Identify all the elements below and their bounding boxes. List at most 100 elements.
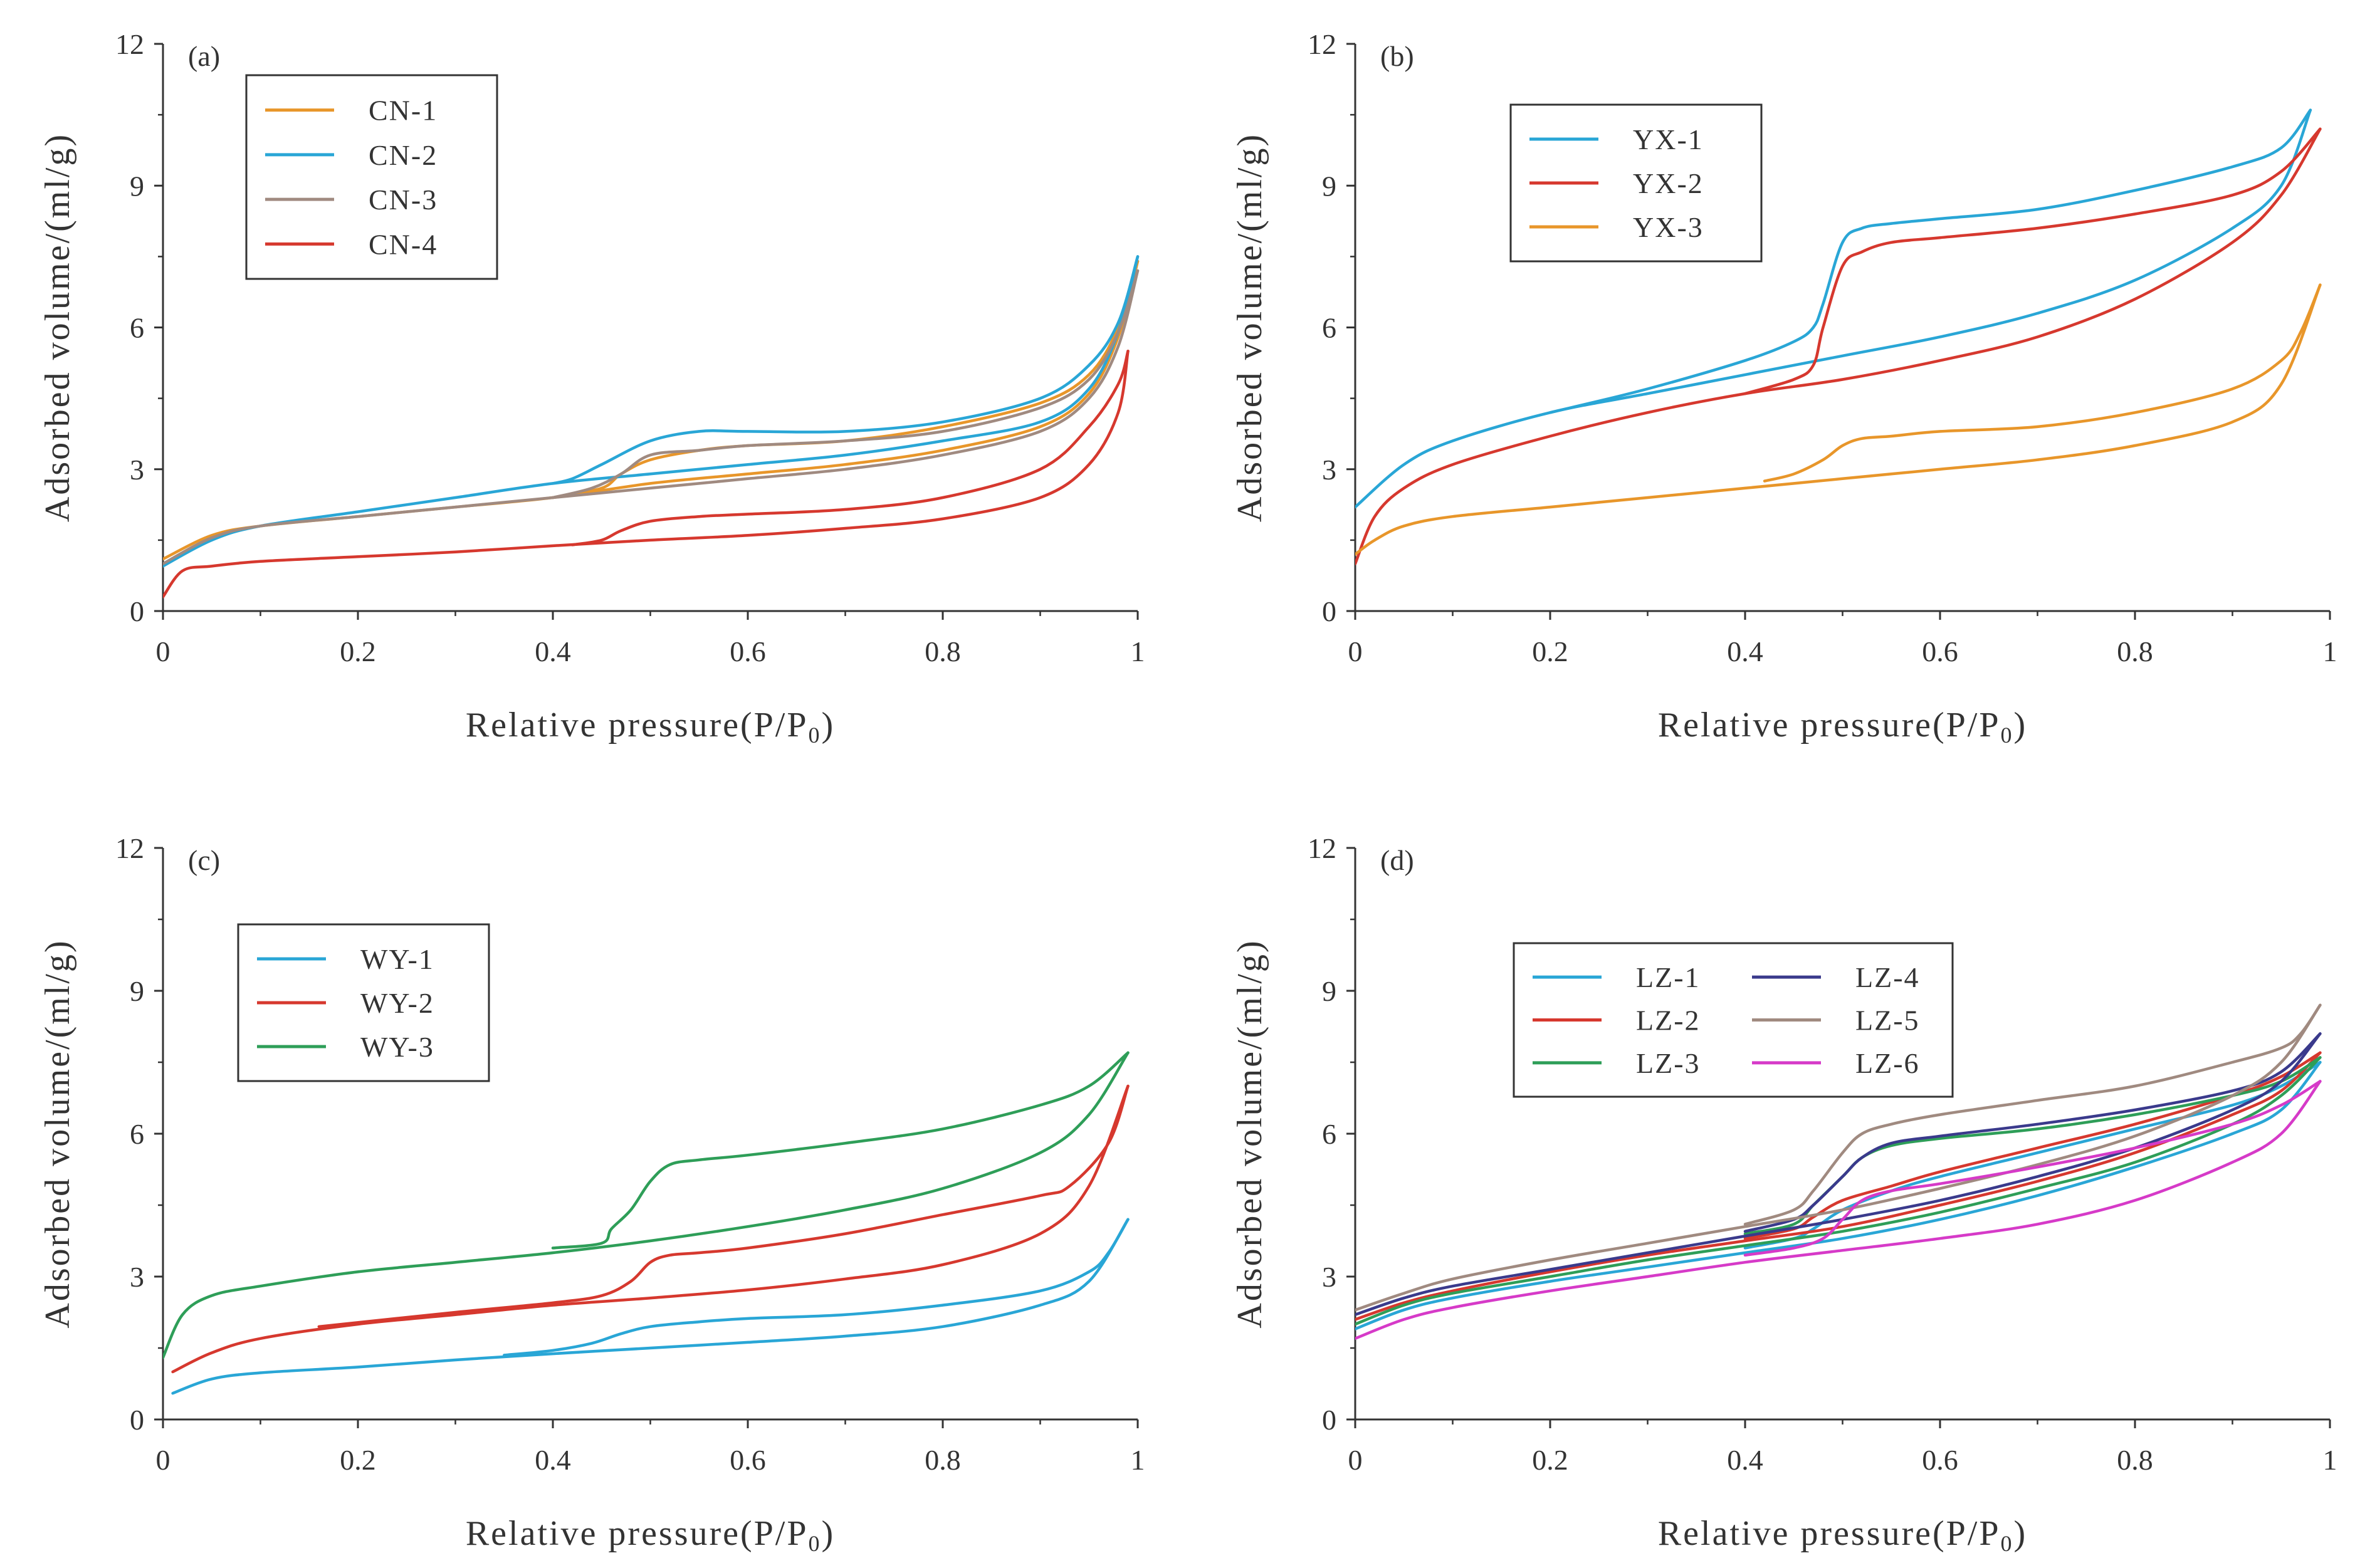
x-axis-title: Relative pressure(P/P0) <box>466 1514 835 1556</box>
y-tick-label: 6 <box>130 1118 144 1150</box>
series-wy-2-adsorption-line <box>171 1084 1130 1374</box>
series-yx-3-desorption-line <box>1763 283 2322 483</box>
plot-area <box>1355 108 2322 565</box>
legend: LZ-1 LZ-2 LZ-3 LZ-4 LZ-5 LZ-6 <box>1513 942 1954 1098</box>
chart-panel-b: 0 0.2 0.4 0.6 0.8 1 0 3 6 9 12 (b) Relative pressure… <box>1230 28 2337 748</box>
x-tick-label: 0.6 <box>1922 635 1958 667</box>
x-axis-title: Relative pressure(P/P0) <box>1658 1514 2027 1556</box>
x-tick-label: 0.2 <box>340 635 376 667</box>
x-tick-label: 0.2 <box>1532 1444 1568 1476</box>
series-cn-4-desorption-line <box>570 349 1130 546</box>
x-tick-label: 0.4 <box>535 635 571 667</box>
x-tick-label: 0.4 <box>1727 1444 1763 1476</box>
legend-label-lz-2: LZ-2 <box>1636 1005 1701 1037</box>
x-tick-label: 0.8 <box>2117 1444 2153 1476</box>
x-axis-title-subscript: 0 <box>809 723 822 748</box>
x-tick-label: 0 <box>1348 1444 1363 1476</box>
legend-label-wy-3: WY-3 <box>360 1031 434 1063</box>
x-tick-label: 0.2 <box>1532 635 1568 667</box>
plot-area <box>1355 1003 2322 1341</box>
legend-label-cn-4: CN-4 <box>369 228 438 260</box>
series-yx-1-adsorption-line <box>1355 108 2312 509</box>
legend-label-cn-2: CN-2 <box>369 139 438 171</box>
series-cn-3-adsorption-line <box>163 269 1140 565</box>
y-tick-label: 0 <box>130 1404 144 1436</box>
series-cn-2-adsorption-line <box>163 255 1140 568</box>
x-axis-title-end: ) <box>2014 706 2028 745</box>
x-axis-title-main: Relative pressure(P/P <box>466 706 809 745</box>
y-axis-title: Adsorbed volume/(ml/g) <box>1230 133 1269 522</box>
y-tick-label: 12 <box>1308 28 1336 60</box>
x-axis-title-subscript: 0 <box>2001 1531 2014 1556</box>
series-lz-2-adsorption-line <box>1355 1051 2322 1321</box>
chart-panel-c: 0 0.2 0.4 0.6 0.8 1 0 3 6 9 12 (c) Relative pressure… <box>38 832 1145 1556</box>
y-tick-label: 3 <box>130 454 144 486</box>
x-tick-label: 0.8 <box>2117 635 2153 667</box>
y-tick-label: 9 <box>130 170 144 202</box>
x-axis-title: Relative pressure(P/P0) <box>466 706 835 748</box>
legend-label-cn-3: CN-3 <box>369 184 438 216</box>
x-axis-title-subscript: 0 <box>2001 723 2014 748</box>
series-yx-2-adsorption-line <box>1355 127 2322 565</box>
legend-label-lz-1: LZ-1 <box>1636 961 1701 993</box>
series-lz-5-desorption-line <box>1743 1003 2322 1226</box>
series-wy-3-desorption-line <box>551 1051 1130 1250</box>
x-axis-title-end: ) <box>822 706 836 745</box>
series-lz-6-desorption-line <box>1743 1080 2322 1257</box>
legend-label-cn-1: CN-1 <box>369 95 438 127</box>
legend-label-lz-6: LZ-6 <box>1855 1047 1920 1079</box>
x-tick-label: 0.6 <box>730 1444 766 1476</box>
y-tick-label: 6 <box>1322 312 1336 344</box>
legend: CN-1 CN-2 CN-3 CN-4 <box>245 74 498 280</box>
y-tick-label: 0 <box>130 595 144 627</box>
x-tick-label: 0.6 <box>730 635 766 667</box>
x-tick-label: 0 <box>1348 635 1363 667</box>
legend-label-wy-2: WY-2 <box>360 987 434 1019</box>
x-tick-label: 0.2 <box>340 1444 376 1476</box>
y-tick-label: 12 <box>115 28 144 60</box>
series-lz-6-adsorption-line <box>1355 1080 2322 1341</box>
x-tick-label: 0.8 <box>925 635 961 667</box>
x-tick-label: 0.4 <box>535 1444 571 1476</box>
panel-label: (d) <box>1380 844 1414 876</box>
y-tick-label: 9 <box>1322 975 1336 1007</box>
series-cn-2-desorption-line <box>551 255 1140 485</box>
series-wy-1-desorption-line <box>503 1218 1130 1357</box>
series-lz-4-desorption-line <box>1743 1032 2322 1233</box>
legend-label-lz-4: LZ-4 <box>1855 961 1920 993</box>
x-tick-label: 0.4 <box>1727 635 1763 667</box>
legend-label-lz-3: LZ-3 <box>1636 1047 1701 1079</box>
y-tick-label: 6 <box>130 312 144 344</box>
y-tick-label: 12 <box>115 832 144 864</box>
panel-label: (b) <box>1380 40 1414 72</box>
x-tick-label: 1 <box>2323 635 2337 667</box>
legend-label-yx-2: YX-2 <box>1633 167 1704 199</box>
series-wy-2-desorption-line <box>317 1084 1130 1329</box>
series-yx-1-desorption-line <box>1548 108 2312 414</box>
series-cn-1-adsorption-line <box>163 259 1140 561</box>
legend-label-wy-1: WY-1 <box>360 943 434 975</box>
panel-label: (c) <box>188 844 220 876</box>
x-tick-label: 0 <box>156 1444 170 1476</box>
legend-label-yx-3: YX-3 <box>1633 211 1704 243</box>
series-yx-2-desorption-line <box>1743 127 2322 395</box>
x-axis-title-main: Relative pressure(P/P <box>1658 1514 2001 1553</box>
x-tick-label: 1 <box>1131 635 1145 667</box>
y-tick-label: 3 <box>1322 1261 1336 1293</box>
x-axis-title-end: ) <box>822 1514 836 1553</box>
series-lz-5-adsorption-line <box>1355 1003 2322 1312</box>
series-cn-3-desorption-line <box>551 269 1140 499</box>
series-wy-1-adsorption-line <box>171 1218 1130 1395</box>
y-tick-label: 0 <box>1322 595 1336 627</box>
chart-panel-a: 0 0.2 0.4 0.6 0.8 1 0 3 6 9 12 (a) Relative pressure… <box>38 28 1145 748</box>
y-tick-label: 12 <box>1308 832 1336 864</box>
series-cn-1-desorption-line <box>551 259 1140 499</box>
x-axis-title-main: Relative pressure(P/P <box>1658 706 2001 745</box>
legend-label-lz-5: LZ-5 <box>1855 1005 1920 1037</box>
legend: YX-1 YX-2 YX-3 <box>1509 103 1763 263</box>
series-wy-3-adsorption-line <box>163 1051 1130 1359</box>
x-tick-label: 1 <box>2323 1444 2337 1476</box>
y-tick-label: 6 <box>1322 1118 1336 1150</box>
panel-label: (a) <box>188 40 220 72</box>
